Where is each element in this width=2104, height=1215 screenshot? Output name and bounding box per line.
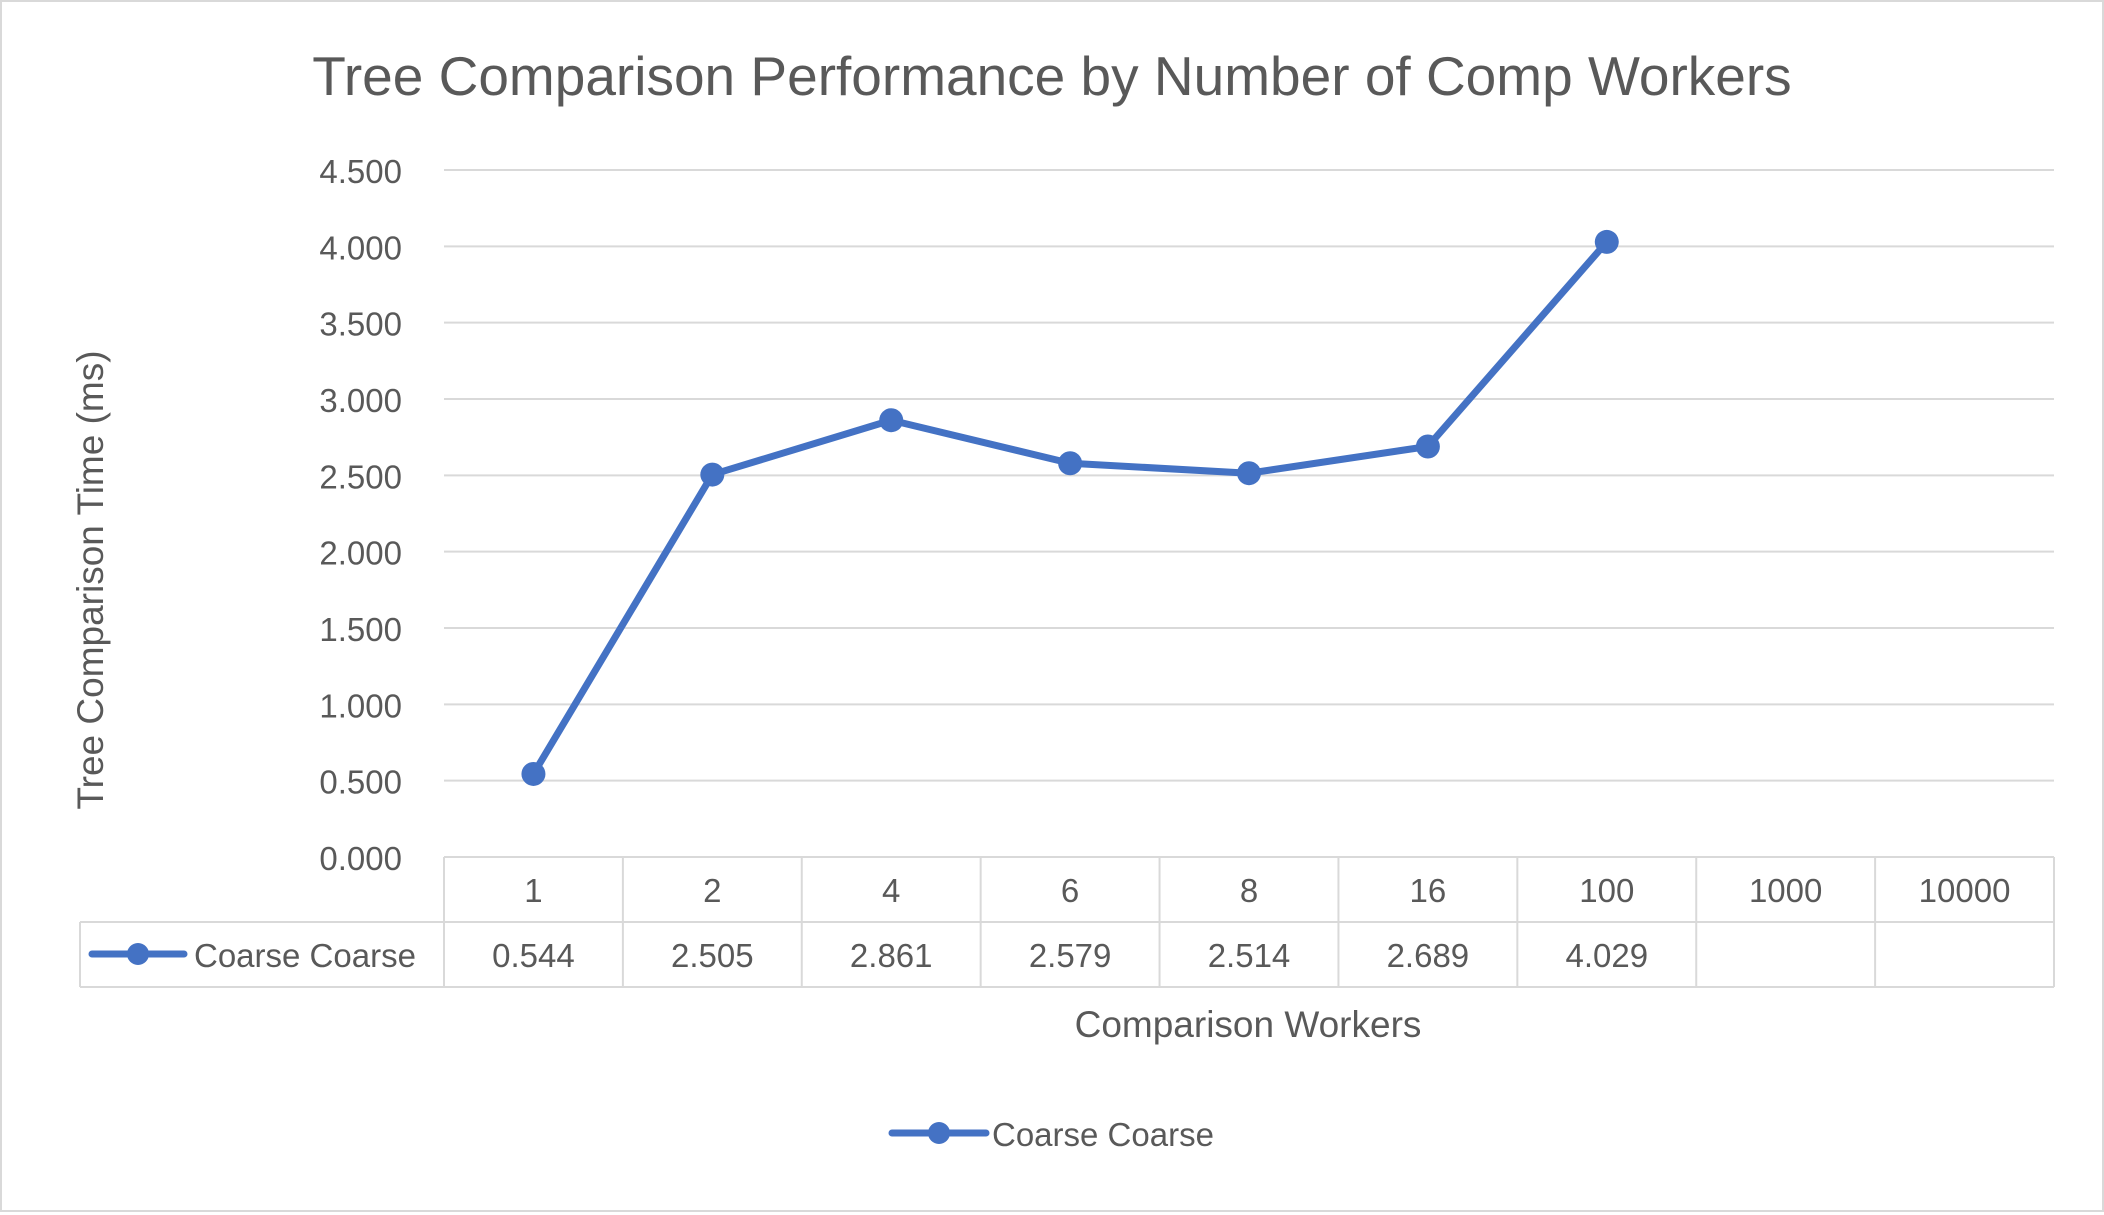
x-tick-label: 4 xyxy=(882,872,900,909)
table-key-marker xyxy=(127,943,149,965)
data-point xyxy=(700,462,725,487)
table-cell-value: 4.029 xyxy=(1565,937,1648,974)
table-cell-value: 2.689 xyxy=(1387,937,1470,974)
y-axis-label: Tree Comparison Time (ms) xyxy=(70,350,111,809)
y-tick-label: 1.500 xyxy=(319,611,402,648)
y-tick-label: 0.500 xyxy=(319,764,402,801)
data-point xyxy=(521,761,546,786)
y-tick-label: 3.500 xyxy=(319,306,402,343)
y-tick-labels: 0.000 0.500 1.000 1.500 2.000 2.500 3.000 3.500… xyxy=(319,153,402,877)
series-lines xyxy=(521,229,1619,786)
table-cell-value: 2.861 xyxy=(850,937,933,974)
x-tick-label: 100 xyxy=(1579,872,1634,909)
x-tick-label: 2 xyxy=(703,872,721,909)
data-point xyxy=(879,408,904,433)
y-tick-label: 0.000 xyxy=(319,840,402,877)
chart-title: Tree Comparison Performance by Number of… xyxy=(312,45,1791,107)
x-tick-label: 8 xyxy=(1240,872,1258,909)
x-axis-label: Comparison Workers xyxy=(1075,1004,1422,1045)
legend-label: Coarse Coarse xyxy=(992,1116,1214,1153)
y-tick-label: 4.500 xyxy=(319,153,402,190)
y-tick-label: 2.500 xyxy=(319,458,402,495)
x-tick-label: 16 xyxy=(1410,872,1447,909)
table-cell-value: 2.579 xyxy=(1029,937,1112,974)
y-tick-label: 2.000 xyxy=(319,535,402,572)
x-tick-label: 1000 xyxy=(1749,872,1822,909)
data-point xyxy=(1594,229,1619,254)
data-point xyxy=(1415,434,1440,459)
y-tick-label: 1.000 xyxy=(319,687,402,724)
data-point xyxy=(1237,461,1261,486)
legend-key-marker xyxy=(928,1122,950,1144)
y-tick-label: 4.000 xyxy=(319,229,402,266)
y-tick-label: 3.000 xyxy=(319,382,402,419)
legend: Coarse Coarse xyxy=(888,1116,1214,1153)
table-cell-value: 0.544 xyxy=(492,937,575,974)
x-tick-label: 6 xyxy=(1061,872,1079,909)
table-cell-value: 2.505 xyxy=(671,937,754,974)
table-cell-value: 2.514 xyxy=(1208,937,1291,974)
x-tick-label: 1 xyxy=(524,872,542,909)
x-tick-label: 10000 xyxy=(1919,872,2011,909)
table-series-label: Coarse Coarse xyxy=(194,937,416,974)
data-point xyxy=(1058,451,1083,476)
data-table: 1 2 4 6 8 16 100 1000 10000 Coarse Coarse 0.544 2.5… xyxy=(79,856,2055,988)
table-series-key xyxy=(88,943,188,965)
